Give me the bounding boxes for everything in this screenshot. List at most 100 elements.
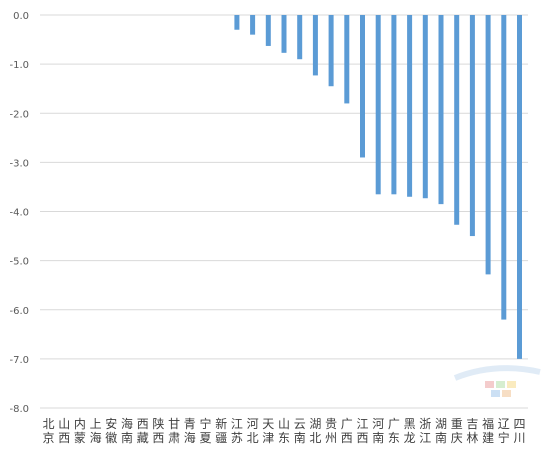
y-tick-label: -4.0 (9, 208, 29, 219)
bar (517, 15, 522, 359)
x-category-label: 黑 (404, 417, 416, 431)
x-category-label: 重 (451, 417, 463, 431)
y-tick-label: -5.0 (9, 257, 29, 268)
x-category-label: 东 (278, 431, 290, 445)
x-category-label: 京 (42, 431, 54, 445)
bar (422, 15, 428, 199)
x-category-label: 福 (482, 416, 494, 431)
x-category-label: 广 (341, 417, 353, 431)
x-category-label: 海 (184, 430, 196, 445)
x-category-label: 庆 (451, 431, 463, 445)
x-category-label: 南 (121, 430, 133, 445)
x-axis-category-labels: 北京山西内蒙上海安徽海南西藏陕西甘肃青海宁夏新疆江苏河北天津山东云南湖北贵州广西… (42, 416, 525, 445)
x-category-label: 南 (435, 430, 447, 445)
bar (438, 15, 444, 205)
x-category-label: 建 (482, 431, 494, 445)
x-category-label: 津 (262, 431, 274, 445)
x-category-label: 山 (278, 417, 290, 431)
y-tick-label: -6.0 (9, 306, 29, 317)
x-category-label: 天 (262, 417, 274, 431)
y-tick-label: -1.0 (9, 60, 29, 71)
x-category-label: 四 (513, 417, 525, 431)
x-category-label: 宁 (199, 416, 211, 431)
x-category-label: 吉 (466, 417, 478, 431)
x-category-label: 安 (105, 416, 117, 431)
y-axis-tick-labels: 0.0 -1.0 -2.0 -3.0 -4.0 -5.0 -6.0 -7.0 -8.0 (9, 11, 29, 415)
x-category-label: 西 (58, 431, 70, 445)
watermark-block-green (496, 381, 505, 388)
x-category-label: 西 (356, 431, 368, 445)
x-category-label: 北 (42, 417, 54, 431)
x-category-label: 西 (137, 417, 149, 431)
x-category-label: 夏 (199, 431, 211, 445)
bar (297, 15, 303, 60)
x-category-label: 蒙 (74, 431, 86, 445)
bar (454, 15, 460, 225)
y-tick-label: -2.0 (9, 109, 29, 120)
bar (265, 15, 271, 46)
x-category-label: 疆 (215, 431, 227, 445)
x-category-label: 贵 (325, 417, 337, 431)
bar (485, 15, 491, 275)
x-category-label: 湖 (435, 416, 447, 431)
x-category-label: 山 (58, 417, 70, 431)
x-category-label: 内 (74, 417, 86, 431)
x-category-label: 浙 (419, 417, 431, 431)
x-category-label: 北 (247, 431, 259, 445)
x-category-label: 徽 (105, 430, 117, 445)
watermark-block-red (485, 381, 494, 388)
x-category-label: 江 (231, 417, 243, 431)
bar (344, 15, 350, 104)
watermark-block-yellow (507, 381, 516, 388)
x-category-label: 河 (372, 417, 384, 431)
x-category-label: 川 (513, 431, 525, 445)
x-category-label: 北 (309, 431, 321, 445)
bar (375, 15, 381, 195)
x-category-label: 西 (341, 431, 353, 445)
y-tick-label: -7.0 (9, 355, 29, 366)
bar (360, 15, 365, 158)
bar (328, 15, 334, 87)
bar (407, 15, 413, 197)
x-category-label: 陕 (152, 416, 164, 431)
bar (234, 15, 240, 30)
gridlines (40, 14, 528, 409)
y-tick-label: -3.0 (9, 158, 29, 169)
x-category-label: 江 (419, 431, 431, 445)
x-category-label: 广 (388, 417, 400, 431)
x-category-label: 藏 (137, 431, 149, 445)
x-category-label: 南 (294, 430, 306, 445)
watermark-logo (453, 365, 541, 397)
bar (469, 15, 475, 237)
x-category-label: 宁 (498, 430, 510, 445)
bar (501, 15, 507, 320)
bars (234, 15, 522, 359)
watermark-block-blue (491, 390, 500, 397)
x-category-label: 甘 (168, 417, 180, 431)
x-category-label: 肃 (168, 431, 180, 445)
bar (281, 15, 287, 53)
x-category-label: 海 (121, 416, 133, 431)
x-category-label: 江 (356, 417, 368, 431)
x-category-label: 苏 (231, 431, 243, 445)
x-category-label: 州 (325, 431, 337, 445)
y-tick-label: -8.0 (9, 404, 29, 415)
x-category-label: 新 (215, 416, 227, 431)
x-category-label: 上 (90, 417, 102, 431)
bar (250, 15, 256, 35)
x-category-label: 湖 (309, 416, 321, 431)
x-category-label: 东 (388, 431, 400, 445)
x-category-label: 西 (152, 431, 164, 445)
x-category-label: 海 (90, 430, 102, 445)
watermark-block-orange (502, 390, 511, 397)
x-category-label: 河 (247, 417, 259, 431)
x-category-label: 青 (184, 417, 196, 431)
x-category-label: 林 (466, 431, 478, 445)
bar (391, 15, 397, 195)
x-category-label: 辽 (498, 417, 510, 431)
x-category-label: 云 (294, 417, 306, 431)
watermark-swoosh (453, 365, 541, 381)
bar (312, 15, 318, 76)
